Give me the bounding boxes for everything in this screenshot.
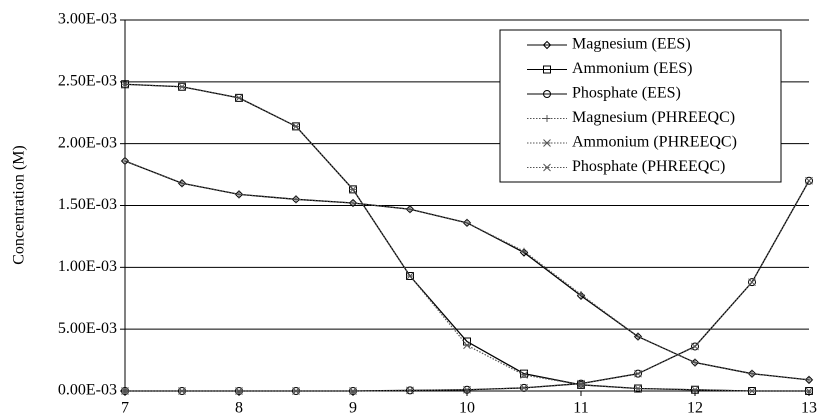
marker	[691, 342, 699, 351]
series-line	[124, 160, 810, 381]
x-tick-label: 7	[121, 400, 129, 417]
legend-label: Magnesium (PHREEQC)	[572, 109, 735, 126]
marker	[292, 195, 300, 203]
marker	[291, 195, 301, 204]
marker	[577, 380, 585, 389]
marker	[691, 359, 699, 367]
legend-label: Ammonium (PHREEQC)	[572, 134, 737, 151]
marker	[543, 115, 551, 122]
legend-label: Phosphate (PHREEQC)	[572, 158, 725, 175]
marker	[463, 385, 471, 394]
x-tick-label: 12	[687, 400, 703, 417]
marker	[577, 379, 585, 388]
marker	[542, 40, 552, 50]
x-tick-label: 9	[349, 400, 357, 417]
series-line	[125, 180, 810, 392]
marker	[691, 385, 699, 394]
y-axis-label: Concentration (M)	[11, 145, 28, 265]
marker	[543, 90, 551, 98]
series	[121, 80, 813, 395]
marker	[805, 176, 813, 185]
y-tick-label: 2.50E-03	[58, 73, 117, 90]
marker	[577, 380, 585, 389]
marker	[463, 219, 471, 227]
marker	[406, 205, 414, 213]
marker	[634, 369, 642, 378]
marker	[577, 291, 585, 299]
legend-label: Ammonium (EES)	[572, 60, 692, 77]
y-tick-label: 2.00E-03	[58, 134, 117, 151]
marker	[805, 176, 813, 185]
marker	[520, 384, 528, 392]
legend-label: Phosphate (EES)	[572, 85, 681, 102]
marker	[235, 94, 243, 102]
marker	[634, 333, 642, 341]
marker	[121, 80, 129, 89]
marker	[178, 387, 186, 395]
marker	[235, 190, 243, 198]
marker	[520, 247, 528, 255]
x-tick-label: 10	[459, 400, 475, 417]
marker	[406, 386, 414, 395]
legend-box	[499, 29, 782, 183]
x-tick-label: 11	[573, 400, 588, 417]
marker	[349, 199, 357, 207]
x-tick-label: 13	[801, 400, 817, 417]
marker	[634, 384, 642, 393]
y-tick-label: 3.00E-03	[58, 11, 117, 28]
marker	[543, 139, 551, 147]
marker	[520, 371, 528, 379]
marker	[543, 65, 551, 74]
legend-label: Magnesium (EES)	[572, 36, 691, 53]
marker	[292, 387, 300, 395]
marker	[349, 185, 357, 194]
marker	[121, 157, 129, 165]
marker	[747, 369, 757, 378]
marker	[178, 179, 186, 187]
marker	[349, 387, 357, 395]
y-tick-label: 0.00E-03	[58, 382, 117, 399]
marker	[543, 163, 551, 172]
marker	[235, 387, 243, 395]
marker	[121, 80, 129, 89]
marker	[748, 387, 756, 395]
marker	[348, 198, 358, 208]
legend: Magnesium (EES) Ammonium (EES) Phosphate (…	[499, 29, 782, 183]
marker	[634, 384, 642, 393]
series-line	[124, 160, 810, 381]
series	[121, 157, 813, 384]
marker	[292, 122, 300, 131]
series	[121, 176, 813, 395]
marker	[178, 82, 186, 91]
marker	[691, 342, 699, 351]
y-tick-label: 5.00E-03	[58, 320, 117, 337]
marker	[463, 341, 471, 350]
marker	[805, 387, 813, 395]
y-tick-label: 1.00E-03	[58, 258, 117, 275]
x-tick-label: 8	[235, 400, 243, 417]
marker	[121, 387, 129, 395]
marker	[748, 370, 756, 378]
y-tick-label: 1.50E-03	[58, 196, 117, 213]
marker	[748, 278, 756, 287]
series-line	[125, 180, 810, 392]
marker	[406, 272, 414, 280]
marker	[805, 376, 813, 384]
marker	[748, 278, 756, 287]
series	[121, 176, 813, 395]
